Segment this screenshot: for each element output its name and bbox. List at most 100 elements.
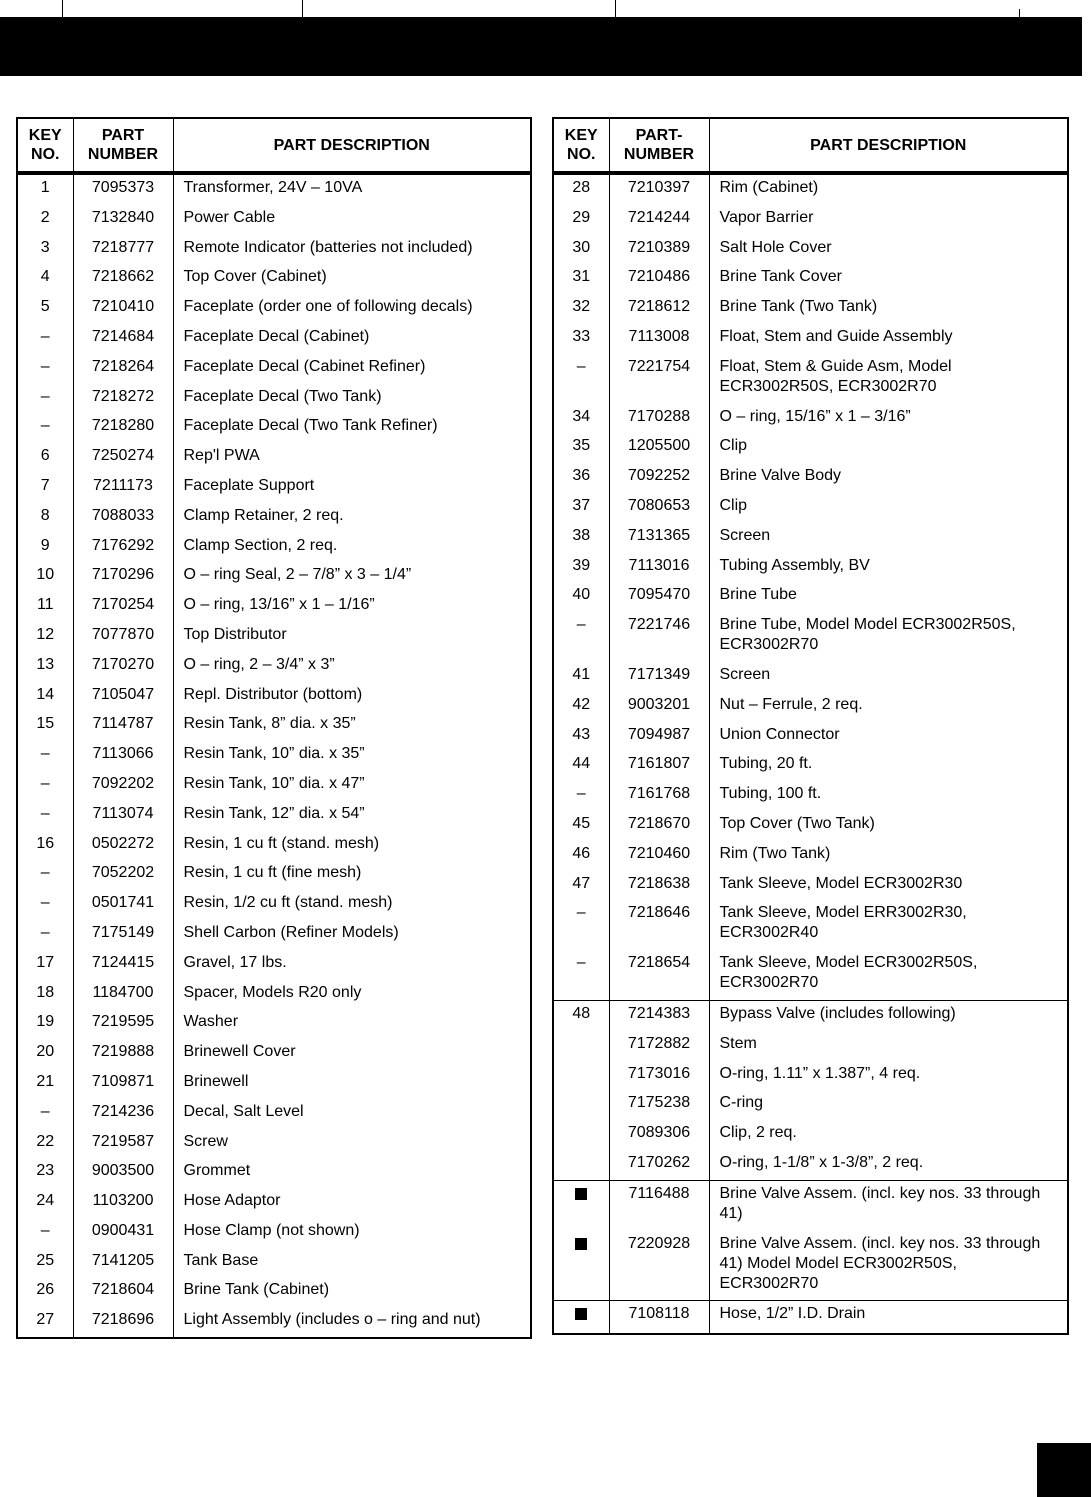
description-cell: Resin Tank, 10” dia. x 35” <box>172 741 531 771</box>
description-cell: Resin, 1 cu ft (fine mesh) <box>172 860 531 891</box>
part-number-cell: 7052202 <box>72 860 173 891</box>
page-number-tab <box>1037 1443 1091 1497</box>
table-row: –7092202 Resin Tank, 10” dia. x 47” <box>16 770 531 801</box>
key-no-cell: 44 <box>552 751 609 782</box>
description-cell: Rim (Two Tank) <box>708 840 1068 871</box>
header-bar <box>0 17 1082 76</box>
description-cell: Brine Valve Assem. (incl. key nos. 33 th… <box>708 1179 1068 1231</box>
key-no-cell: 43 <box>552 721 609 752</box>
description-cell: Vapor Barrier <box>708 204 1068 235</box>
key-no-cell: 30 <box>552 234 609 265</box>
description-cell: Spacer, Models R20 only <box>172 979 531 1010</box>
table-row: 39 7113016 Tubing Assembly, BV <box>552 552 1068 583</box>
key-no-cell: 15 <box>16 711 73 742</box>
key-no-cell <box>552 1060 609 1091</box>
description-cell: Brine Valve Assem. (incl. key nos. 33 th… <box>708 1230 1068 1301</box>
part-number-cell: 7131365 <box>608 522 709 553</box>
key-no-cell: 9 <box>16 532 73 563</box>
table-row: 40 7095470 Brine Tube <box>552 582 1068 613</box>
description-cell: Faceplate Decal (Two Tank) <box>172 383 531 414</box>
table-row: 2 7132840 Power Cable <box>16 204 531 235</box>
description-cell: Clip, 2 req. <box>708 1120 1068 1150</box>
key-no-cell: 27 <box>16 1307 73 1339</box>
table-row: 31 7210486 Brine Tank Cover <box>552 264 1068 295</box>
table-row: 38 7131365 Screen <box>552 522 1068 553</box>
table-row: 42 9003201 Nut – Ferrule, 2 req. <box>552 691 1068 722</box>
table-row: 27 7218696 Light Assembly (includes o – ri… <box>16 1307 531 1339</box>
description-cell: Screen <box>708 661 1068 692</box>
description-cell: O – ring, 13/16” x 1 – 1/16” <box>172 592 531 622</box>
key-no-cell: 10 <box>16 562 73 593</box>
table-row: –7218264 Faceplate Decal (Cabinet Refiner… <box>16 353 531 384</box>
key-no-cell: – <box>16 770 73 801</box>
description-cell: Washer <box>172 1009 531 1040</box>
table-row: 7170262 O-ring, 1-1/8” x 1-3/8”, 2 req. <box>552 1149 1068 1181</box>
description-cell: O-ring, 1-1/8” x 1-3/8”, 2 req. <box>708 1149 1068 1181</box>
description-cell: Faceplate Decal (Cabinet) <box>172 323 531 354</box>
key-no-cell: – <box>16 860 73 891</box>
description-cell: Tubing, 100 ft. <box>708 781 1068 811</box>
description-cell: Resin, 1/2 cu ft (stand. mesh) <box>172 890 531 920</box>
description-cell: Power Cable <box>172 204 531 235</box>
table-row: 26 7218604 Brine Tank (Cabinet) <box>16 1277 531 1308</box>
table-row: –0900431 Hose Clamp (not shown) <box>16 1217 531 1248</box>
part-number-cell: 7173016 <box>608 1060 709 1091</box>
crop-mark <box>302 0 303 17</box>
part-number-cell: 1103200 <box>72 1188 173 1218</box>
table-row: 33 7113008 Float, Stem and Guide Assembly <box>552 323 1068 354</box>
parts-table-right: KEY NO. PART- NUMBER PART DESCRIPTION 28… <box>552 117 1069 1336</box>
key-no-cell: – <box>16 800 73 831</box>
description-cell: Tank Base <box>172 1247 531 1278</box>
key-no-cell: 37 <box>552 492 609 523</box>
key-no-cell: 32 <box>552 294 609 324</box>
table-row: 7089306 Clip, 2 req. <box>552 1120 1068 1150</box>
key-no-cell: – <box>552 353 609 404</box>
key-no-cell: – <box>16 1098 73 1129</box>
key-no-cell <box>552 1179 609 1231</box>
table-row: 29 7214244 Vapor Barrier <box>552 204 1068 235</box>
table-row: 23 9003500 Grommet <box>16 1158 531 1189</box>
table-row: 7172882 Stem <box>552 1030 1068 1061</box>
part-number-cell: 7095373 <box>72 173 173 205</box>
description-cell: Faceplate Decal (Cabinet Refiner) <box>172 353 531 384</box>
description-cell: Repl. Distributor (bottom) <box>172 681 531 712</box>
description-cell: O – ring, 15/16” x 1 – 3/16” <box>708 403 1068 434</box>
key-no-cell: 36 <box>552 463 609 493</box>
part-number-cell: 7218272 <box>72 383 173 414</box>
part-number-cell: 7088033 <box>72 502 173 533</box>
part-number-cell: 7095470 <box>608 582 709 613</box>
table-row: –7218272 Faceplate Decal (Two Tank) <box>16 383 531 414</box>
part-number-cell: 7218777 <box>72 234 173 265</box>
description-cell: Clamp Section, 2 req. <box>172 532 531 563</box>
square-bullet-icon <box>575 1308 588 1321</box>
part-number-cell: 7116488 <box>608 1179 709 1231</box>
table-row: 7 7211173 Faceplate Support <box>16 472 531 503</box>
part-number-cell: 7218696 <box>72 1307 173 1339</box>
description-cell: Clamp Retainer, 2 req. <box>172 502 531 533</box>
part-number-cell: 7092252 <box>608 463 709 493</box>
description-cell: Bypass Valve (includes following) <box>708 999 1068 1031</box>
part-number-cell: 7132840 <box>72 204 173 235</box>
key-no-cell <box>552 1030 609 1061</box>
key-no-cell: 26 <box>16 1277 73 1308</box>
part-number-cell: 7214684 <box>72 323 173 354</box>
key-no-cell: – <box>16 1217 73 1248</box>
table-row: 13 7170270 O – ring, 2 – 3/4” x 3” <box>16 651 531 682</box>
part-number-cell: 7221746 <box>608 612 709 662</box>
part-number-cell: 7218646 <box>608 900 709 951</box>
description-cell: Hose Adaptor <box>172 1188 531 1218</box>
key-no-cell <box>552 1230 609 1301</box>
table-row: –7218280 Faceplate Decal (Two Tank Refine… <box>16 413 531 444</box>
part-number-cell: 7077870 <box>72 621 173 652</box>
part-number-cell: 7170270 <box>72 651 173 682</box>
key-no-cell: 11 <box>16 592 73 622</box>
table-row: 18 1184700 Spacer, Models R20 only <box>16 979 531 1010</box>
description-cell: Faceplate Support <box>172 472 531 503</box>
key-no-cell: 46 <box>552 840 609 871</box>
key-no-cell: 21 <box>16 1068 73 1099</box>
key-no-cell: 7 <box>16 472 73 503</box>
description-cell: Brine Tank Cover <box>708 264 1068 295</box>
part-number-cell: 7218604 <box>72 1277 173 1308</box>
table-row: 14 7105047 Repl. Distributor (bottom) <box>16 681 531 712</box>
col-part-description: PART DESCRIPTION <box>708 118 1068 175</box>
